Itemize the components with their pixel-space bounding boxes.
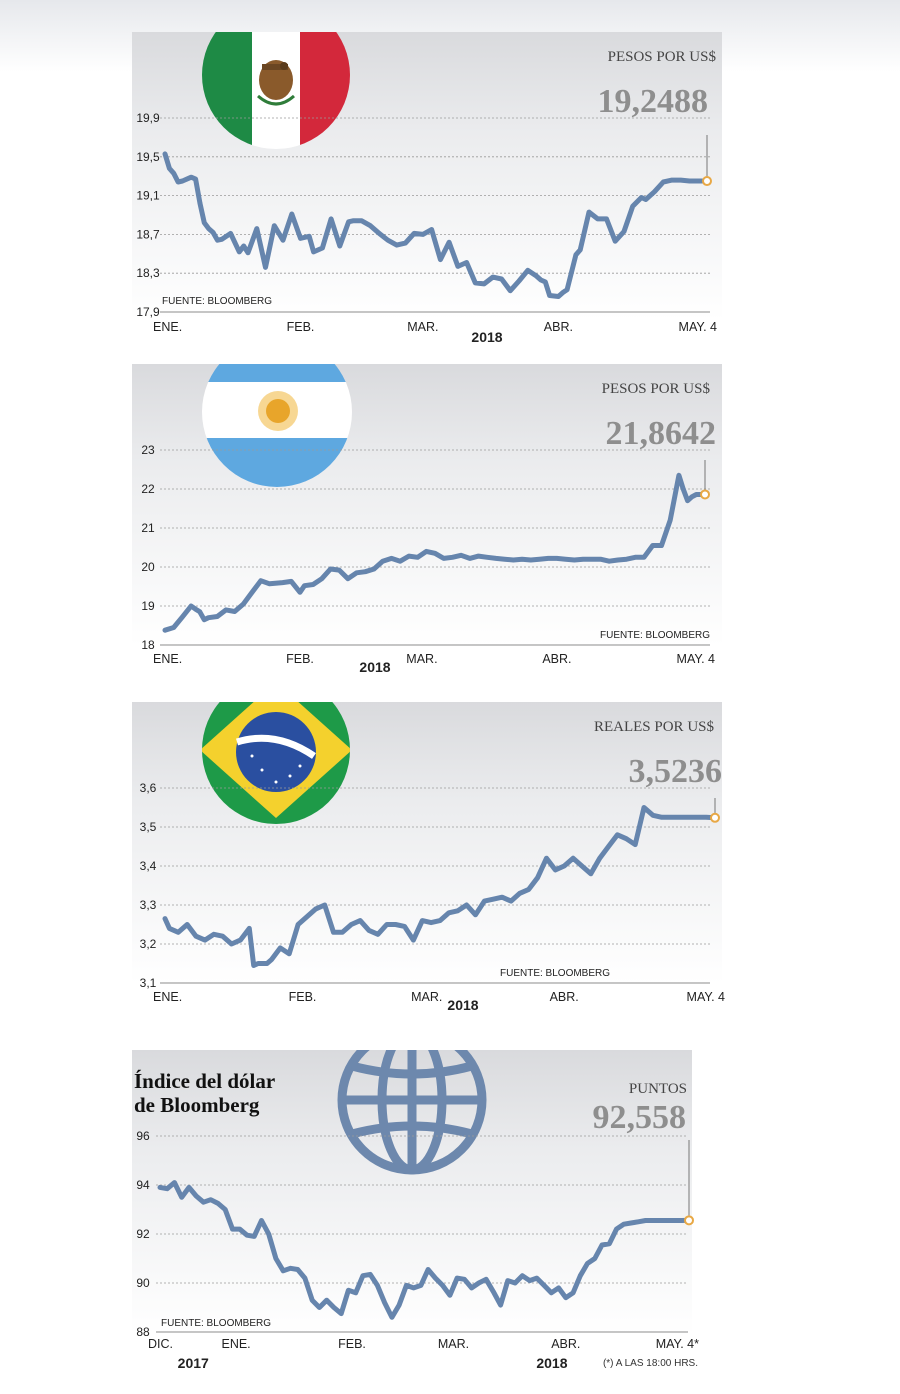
unit-label: PESOS POR US$ xyxy=(602,381,711,397)
y-tick-label: 3,2 xyxy=(140,937,157,951)
y-tick-label: 3,5 xyxy=(140,820,157,834)
source-label: FUENTE: BLOOMBERG xyxy=(500,968,610,979)
current-value: 92,558 xyxy=(593,1099,687,1136)
time-note: (*) A LAS 18:00 HRS. xyxy=(603,1358,698,1369)
brazil-chart-panel: 3,1 3,2 3,3 3,4 3,5 3,6 ENE. FEB. MAR. ABR. MAY. … xyxy=(0,690,900,1030)
x-tick-label: ENE. xyxy=(153,320,182,334)
y-tick-label: 90 xyxy=(136,1276,150,1290)
latest-value-marker xyxy=(684,1215,694,1226)
year-label: 2017 xyxy=(178,1355,209,1371)
chart-title-line1: Índice del dólar xyxy=(134,1069,275,1093)
y-tick-label: 18 xyxy=(141,638,155,652)
y-tick-label: 19,5 xyxy=(136,150,160,164)
y-tick-label: 20 xyxy=(141,560,155,574)
year-label: 2018 xyxy=(471,329,502,345)
year-labels: 2017 2018 xyxy=(178,1355,568,1371)
y-tick-label: 19,9 xyxy=(136,111,160,125)
y-axis-ticks: 17,9 18,3 18,7 19,1 19,5 19,9 xyxy=(136,111,160,319)
current-value: 21,8642 xyxy=(606,415,717,452)
source-label: FUENTE: BLOOMBERG xyxy=(161,1318,271,1329)
x-axis-ticks: ENE. FEB. MAR. ABR. MAY. 4 xyxy=(153,990,725,1004)
brazil-flag-icon xyxy=(202,702,350,824)
y-tick-label: 22 xyxy=(141,482,155,496)
argentina-chart-panel: 18 19 20 21 22 23 ENE. FEB. MAR. ABR. MAY. 4 PESO… xyxy=(0,350,900,690)
latest-value-marker xyxy=(702,176,712,187)
y-tick-label: 21 xyxy=(141,521,155,535)
unit-label: REALES POR US$ xyxy=(594,719,715,735)
dollar-index-line xyxy=(157,1180,692,1320)
y-tick-label: 17,9 xyxy=(136,305,160,319)
mexico-exchange-rate-line xyxy=(162,151,710,299)
x-tick-label: ABR. xyxy=(551,1337,580,1351)
x-tick-label: FEB. xyxy=(287,320,315,334)
x-tick-label: MAY. 4* xyxy=(656,1337,699,1351)
y-tick-label: 3,6 xyxy=(140,781,157,795)
year-label: 2018 xyxy=(536,1355,567,1371)
y-tick-label: 92 xyxy=(136,1227,150,1241)
y-tick-label: 3,3 xyxy=(140,898,157,912)
chart-title-line2: de Bloomberg xyxy=(134,1093,260,1117)
x-axis-ticks: DIC. ENE. FEB. MAR. ABR. MAY. 4* xyxy=(148,1337,699,1351)
argentina-chart: 18 19 20 21 22 23 ENE. FEB. MAR. ABR. MAY. 4 PESO… xyxy=(132,364,722,675)
y-axis-ticks: 3,1 3,2 3,3 3,4 3,5 3,6 xyxy=(140,781,157,990)
mexico-flag-icon xyxy=(202,32,350,149)
y-tick-label: 19 xyxy=(141,599,155,613)
x-tick-label: ENE. xyxy=(153,652,182,666)
y-axis-ticks: 88 90 92 94 96 xyxy=(136,1129,150,1339)
current-value: 19,2488 xyxy=(598,83,709,120)
latest-value-marker xyxy=(710,812,720,823)
x-tick-label: MAY. 4 xyxy=(687,990,725,1004)
x-axis-ticks: ENE. FEB. MAR. ABR. MAY. 4 xyxy=(153,320,717,334)
unit-label: PUNTOS xyxy=(629,1081,687,1097)
y-tick-label: 18,7 xyxy=(136,227,160,241)
latest-value-marker xyxy=(700,489,710,500)
unit-label: PESOS POR US$ xyxy=(608,49,717,65)
y-tick-label: 88 xyxy=(136,1325,150,1339)
year-label: 2018 xyxy=(447,997,478,1013)
y-tick-label: 3,1 xyxy=(140,976,157,990)
dollar-index-chart-panel: Índice del dólar de Bloomberg 88 90 92 94 96… xyxy=(0,1030,900,1394)
dollar-index-chart: Índice del dólar de Bloomberg 88 90 92 94 96… xyxy=(132,1050,699,1371)
y-tick-label: 19,1 xyxy=(136,189,160,203)
x-tick-label: FEB. xyxy=(338,1337,366,1351)
mexico-chart-panel: 17,9 18,3 18,7 19,1 19,5 19,9 ENE. FEB. MAR. ABR… xyxy=(0,0,900,350)
x-tick-label: ENE. xyxy=(221,1337,250,1351)
y-tick-label: 18,3 xyxy=(136,266,160,280)
x-tick-label: ENE. xyxy=(153,990,182,1004)
x-tick-label: MAR. xyxy=(438,1337,469,1351)
x-tick-label: ABR. xyxy=(542,652,571,666)
y-axis-ticks: 18 19 20 21 22 23 xyxy=(141,443,155,652)
y-tick-label: 94 xyxy=(136,1178,150,1192)
x-tick-label: MAR. xyxy=(411,990,442,1004)
x-tick-label: MAR. xyxy=(406,652,437,666)
current-value: 3,5236 xyxy=(629,753,723,790)
source-label: FUENTE: BLOOMBERG xyxy=(162,296,272,307)
x-tick-label: MAY. 4 xyxy=(679,320,717,334)
x-tick-label: ABR. xyxy=(550,990,579,1004)
x-tick-label: DIC. xyxy=(148,1337,173,1351)
y-tick-label: 3,4 xyxy=(140,859,157,873)
mexico-chart: 17,9 18,3 18,7 19,1 19,5 19,9 ENE. FEB. MAR. ABR… xyxy=(132,32,722,345)
brazil-chart: 3,1 3,2 3,3 3,4 3,5 3,6 ENE. FEB. MAR. ABR. MAY. … xyxy=(132,702,725,1013)
x-axis-ticks: ENE. FEB. MAR. ABR. MAY. 4 xyxy=(153,652,715,666)
x-tick-label: MAY. 4 xyxy=(677,652,715,666)
x-tick-label: FEB. xyxy=(289,990,317,1004)
argentina-exchange-rate-line xyxy=(162,472,708,633)
x-tick-label: FEB. xyxy=(286,652,314,666)
brazil-exchange-rate-line xyxy=(162,805,718,968)
x-tick-label: ABR. xyxy=(544,320,573,334)
year-label: 2018 xyxy=(359,659,390,675)
x-tick-label: MAR. xyxy=(407,320,438,334)
source-label: FUENTE: BLOOMBERG xyxy=(600,630,710,641)
y-tick-label: 23 xyxy=(141,443,155,457)
y-tick-label: 96 xyxy=(136,1129,150,1143)
globe-icon xyxy=(337,1050,487,1175)
